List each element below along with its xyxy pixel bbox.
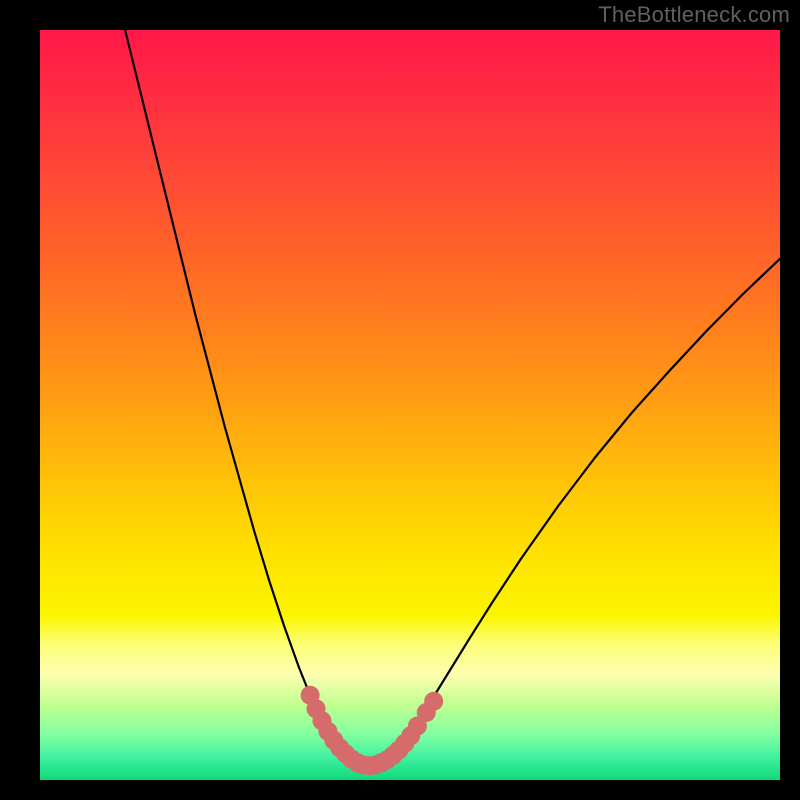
plot-area xyxy=(40,30,780,780)
chart-container: TheBottleneck.com xyxy=(0,0,800,800)
curve-marker xyxy=(424,692,443,711)
gradient-background xyxy=(40,30,780,780)
watermark-text: TheBottleneck.com xyxy=(598,2,790,28)
